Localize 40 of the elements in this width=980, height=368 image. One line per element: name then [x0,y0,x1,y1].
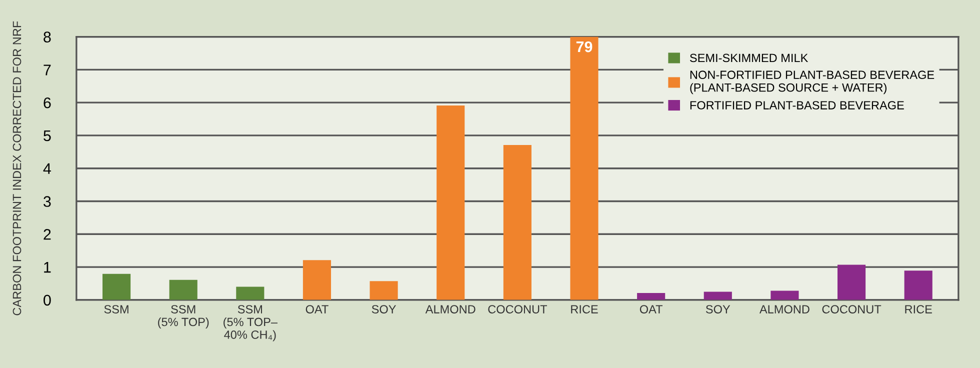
bar [169,280,198,300]
bar [102,274,131,300]
legend-label: SEMI-SKIMMED MILK [690,54,808,62]
y-tick-label: 7 [44,64,51,76]
bar [704,292,732,300]
y-tick-label: 0 [44,294,51,306]
legend-label: FORTIFIED PLANT-BASED BEVERAGE [690,101,904,110]
annotation: 79 [576,41,592,52]
x-tick-label: SSM (5% TOP) [158,305,209,328]
y-tick-label: 6 [44,97,51,108]
y-tick-label: 4 [43,163,51,174]
x-tick-label: SOY [706,305,730,314]
bar [236,286,264,300]
y-tick-label: 2 [44,229,51,240]
legend-label: NON-FORTIFIED PLANT-BASED BEVERAGE (PLANT-BASED SOURCE + WATER) [690,70,934,94]
x-tick-label: RICE [905,305,932,314]
y-tick-label: 8 [44,32,51,42]
bar [838,264,866,300]
x-tick-label: RICE [571,305,598,314]
y-tick-label: 1 [44,262,51,273]
x-tick-label: ALMOND [425,305,476,314]
y-axis-title: CARBON FOOTPRINT INDEX CORRECTED FOR NRF [12,21,22,316]
bar [503,145,532,300]
x-tick-label: SSM (5% TOP– 40% CH₄) [224,305,278,342]
bar [436,106,465,300]
x-tick-label: SSM [104,305,128,314]
bar [770,290,799,300]
x-tick-label: OAT [640,305,663,314]
x-tick-label: ALMOND [759,305,810,314]
bar [370,281,398,300]
y-tick-label: 5 [44,130,51,142]
x-tick-label: SOY [372,305,396,314]
y-tick-label: 3 [44,196,51,207]
x-tick-label: COCONUT [488,305,548,314]
x-tick-label: OAT [306,305,328,314]
bar [904,270,932,300]
bar [570,36,598,300]
bar [302,260,332,300]
x-tick-label: COCONUT [822,305,882,314]
bar [637,293,666,300]
